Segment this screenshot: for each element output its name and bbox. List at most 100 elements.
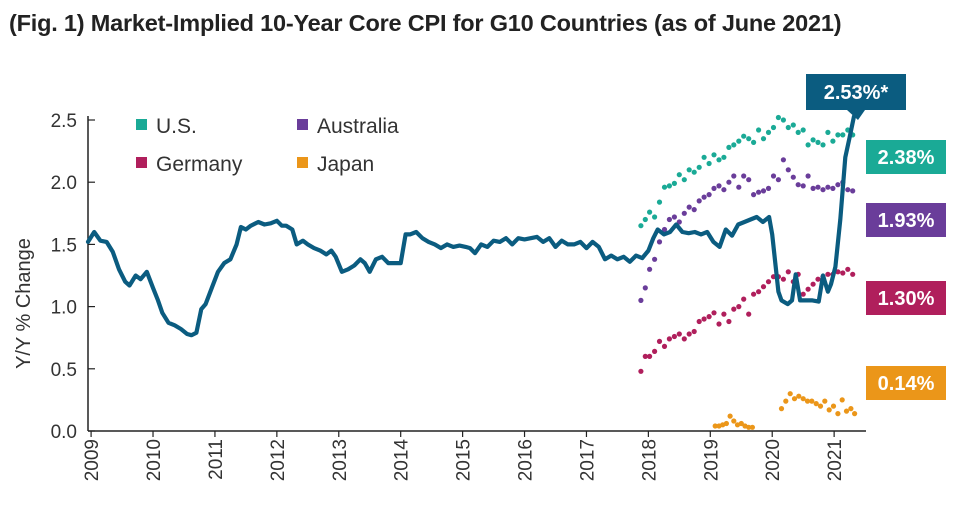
series-point-germany — [671, 333, 678, 340]
series-point-us — [840, 132, 846, 138]
series-point-us — [647, 209, 653, 215]
series-point-germany — [741, 296, 747, 302]
series-point-germany — [666, 336, 673, 342]
x-tick-label: 2019 — [701, 439, 722, 481]
legend-label: Germany — [156, 153, 243, 176]
series-point-us — [656, 199, 663, 205]
series-point-germany — [845, 266, 851, 272]
series-point-germany — [800, 291, 806, 297]
y-tick-label: 2.0 — [51, 173, 77, 194]
series-point-germany — [780, 276, 787, 282]
series-point-us — [785, 124, 791, 131]
chart-title: (Fig. 1) Market-Implied 10-Year Core CPI… — [9, 10, 842, 36]
series-point-australia — [785, 167, 791, 173]
series-point-japan — [791, 396, 798, 402]
series-point-japan — [813, 401, 819, 407]
series-point-australia — [770, 173, 777, 179]
series-point-us — [770, 124, 777, 131]
series-point-australia — [656, 239, 663, 245]
series-point-us — [676, 172, 682, 178]
series-point-australia — [790, 174, 796, 180]
series-point-japan — [778, 406, 785, 412]
series-point-australia — [820, 187, 826, 193]
series-point-australia — [661, 226, 668, 233]
series-point-germany — [756, 289, 762, 295]
callout-label: 2.38% — [878, 147, 935, 169]
series-point-us — [726, 144, 732, 150]
y-tick-label: 0.5 — [51, 360, 77, 381]
series-point-japan — [783, 398, 789, 404]
x-tick-label: 2010 — [144, 439, 165, 481]
series-point-australia — [642, 285, 648, 291]
series-point-us — [805, 142, 811, 148]
series-point-us — [795, 129, 801, 135]
series-point-japan — [826, 407, 832, 413]
series-point-us — [716, 157, 722, 163]
series-point-australia — [760, 188, 767, 194]
series-point-japan — [830, 403, 837, 409]
series-point-us — [681, 177, 687, 183]
series-point-japan — [787, 391, 793, 397]
series-point-australia — [775, 177, 782, 183]
series-point-australia — [681, 210, 687, 216]
x-tick-label: 2013 — [330, 439, 351, 481]
series-point-australia — [795, 182, 801, 188]
series-point-germany — [810, 281, 816, 287]
series-point-germany — [726, 318, 732, 325]
callout-label: 0.14% — [878, 373, 935, 395]
series-point-japan — [835, 411, 841, 417]
x-tick-label: 2015 — [454, 439, 475, 481]
x-tick-label: 2020 — [763, 439, 784, 481]
series-point-us — [701, 154, 707, 160]
series-point-us — [756, 127, 762, 133]
series-point-us — [751, 139, 757, 145]
y-axis-title: Y/Y % Change — [13, 238, 35, 369]
series-point-australia — [736, 184, 742, 190]
series-point-germany — [746, 311, 752, 317]
x-tick-label: 2017 — [577, 439, 598, 481]
series-point-australia — [830, 185, 836, 191]
series-point-australia — [850, 188, 856, 194]
series-point-japan — [800, 396, 806, 402]
series-point-germany — [765, 279, 772, 285]
callout-box — [866, 366, 946, 400]
callout-label: 1.30% — [878, 288, 935, 310]
series-point-japan — [749, 424, 756, 430]
series-point-us — [760, 136, 767, 142]
series-point-us — [775, 114, 782, 121]
callout-box — [866, 281, 946, 315]
series-point-australia — [691, 207, 697, 213]
series-point-australia — [647, 266, 653, 272]
series-point-japan — [839, 397, 845, 403]
series-line-us — [85, 114, 857, 338]
legend-label: Australia — [317, 115, 399, 138]
series-point-australia — [731, 173, 737, 179]
legend-label: U.S. — [156, 115, 197, 138]
x-tick-label: 2014 — [392, 439, 413, 482]
series-point-australia — [746, 177, 752, 183]
series-point-japan — [796, 393, 802, 399]
series-point-germany — [850, 271, 856, 277]
series-point-japan — [731, 418, 737, 424]
series-point-us — [686, 167, 692, 173]
series-point-germany — [701, 316, 707, 322]
series-point-germany — [661, 343, 668, 349]
series-point-australia — [638, 297, 644, 303]
legend-label: Japan — [317, 153, 374, 176]
series-point-germany — [686, 331, 692, 337]
series-point-australia — [835, 182, 841, 188]
series-point-germany — [691, 328, 697, 335]
x-tick-label: 2021 — [825, 439, 846, 481]
series-point-australia — [780, 157, 787, 163]
series-point-us — [780, 117, 787, 123]
series-point-australia — [721, 187, 727, 193]
series-point-japan — [848, 406, 854, 412]
series-point-japan — [723, 420, 730, 427]
series-point-australia — [666, 216, 673, 223]
series-point-us — [661, 184, 668, 190]
series-point-australia — [711, 185, 717, 191]
series-point-japan — [712, 423, 718, 429]
series-point-us — [696, 164, 702, 170]
series-point-us — [741, 133, 747, 139]
